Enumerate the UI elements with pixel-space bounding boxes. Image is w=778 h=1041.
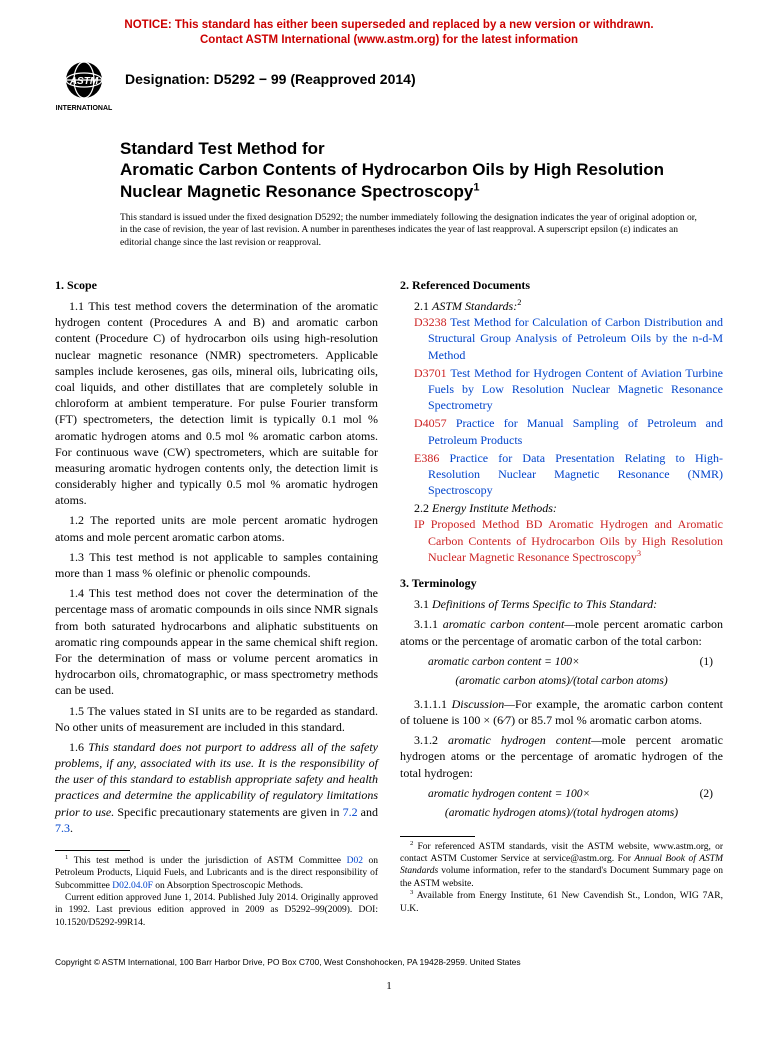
title-block: Standard Test Method for Aromatic Carbon… — [120, 138, 723, 202]
refs-heading: 2. Referenced Documents — [400, 277, 723, 293]
scope-1-2: 1.2 The reported units are mole percent … — [55, 512, 378, 544]
subcommittee-link[interactable]: D02.04.0F — [112, 881, 153, 891]
logo-label: INTERNATIONAL — [56, 105, 113, 112]
astm-logo: ASTM INTERNATIONAL — [55, 60, 113, 116]
designation: Designation: D5292 − 99 (Reapproved 2014… — [125, 60, 416, 89]
document-page: NOTICE: This standard has either been su… — [0, 0, 778, 1023]
ref-e386[interactable]: E386 Practice for Data Presentation Rela… — [414, 450, 723, 499]
energy-methods-label: 2.2 Energy Institute Methods: — [400, 500, 723, 516]
right-column: 2. Referenced Documents 2.1 ASTM Standar… — [400, 267, 723, 929]
header-row: ASTM INTERNATIONAL Designation: D5292 − … — [55, 60, 723, 116]
page-number: 1 — [55, 979, 723, 994]
formula-2-sub: (aromatic hydrogen atoms)/(total hydroge… — [400, 806, 723, 822]
notice-line1: NOTICE: This standard has either been su… — [124, 19, 653, 31]
footnote-rule-left — [55, 850, 130, 851]
defs-label: 3.1 Definitions of Terms Specific to Thi… — [400, 596, 723, 612]
scope-1-1: 1.1 This test method covers the determin… — [55, 298, 378, 508]
xref-7-3[interactable]: 7.3 — [55, 821, 70, 835]
scope-1-3: 1.3 This test method is not applicable t… — [55, 549, 378, 581]
title-line1: Standard Test Method for — [120, 139, 325, 158]
footnote-2: 2 For referenced ASTM standards, visit t… — [400, 841, 723, 890]
footnote-3: 3 Available from Energy Institute, 61 Ne… — [400, 890, 723, 915]
scope-1-5: 1.5 The values stated in SI units are to… — [55, 703, 378, 735]
notice-line2: Contact ASTM International (www.astm.org… — [200, 34, 578, 46]
title-line2: Aromatic Carbon Contents of Hydrocarbon … — [120, 160, 664, 200]
ref-d4057[interactable]: D4057 Practice for Manual Sampling of Pe… — [414, 415, 723, 447]
formula-1-sub: (aromatic carbon atoms)/(total carbon at… — [400, 674, 723, 690]
formula-1: aromatic carbon content = 100× (1) — [400, 655, 723, 671]
footnote-1b: Current edition approved June 1, 2014. P… — [55, 892, 378, 929]
issuance-note: This standard is issued under the fixed … — [120, 212, 703, 249]
scope-1-6: 1.6 This standard does not purport to ad… — [55, 739, 378, 836]
two-column-body: 1. Scope 1.1 This test method covers the… — [55, 267, 723, 929]
def-aromatic-hydrogen: 3.1.2 aromatic hydrogen content—mole per… — [400, 732, 723, 781]
ref-d3701[interactable]: D3701 Test Method for Hydrogen Content o… — [414, 365, 723, 414]
terms-heading: 3. Terminology — [400, 575, 723, 591]
notice-banner: NOTICE: This standard has either been su… — [55, 18, 723, 48]
ref-d3238[interactable]: D3238 Test Method for Calculation of Car… — [414, 314, 723, 363]
ref-ip[interactable]: IP Proposed Method BD Aromatic Hydrogen … — [414, 516, 723, 565]
title-sup: 1 — [473, 181, 479, 193]
astm-standards-label: 2.1 ASTM Standards:2 — [400, 298, 723, 314]
def-discussion: 3.1.1.1 Discussion—For example, the arom… — [400, 696, 723, 728]
svg-text:ASTM: ASTM — [69, 76, 99, 87]
xref-7-2[interactable]: 7.2 — [343, 805, 358, 819]
footnote-rule-right — [400, 836, 475, 837]
copyright: Copyright © ASTM International, 100 Barr… — [55, 957, 723, 968]
committee-link-d02[interactable]: D02 — [347, 856, 363, 866]
left-column: 1. Scope 1.1 This test method covers the… — [55, 267, 378, 929]
footnote-1: 1 This test method is under the jurisdic… — [55, 855, 378, 892]
scope-1-4: 1.4 This test method does not cover the … — [55, 585, 378, 698]
scope-heading: 1. Scope — [55, 277, 378, 293]
formula-2: aromatic hydrogen content = 100× (2) — [400, 787, 723, 803]
def-aromatic-carbon: 3.1.1 aromatic carbon content—mole perce… — [400, 616, 723, 648]
